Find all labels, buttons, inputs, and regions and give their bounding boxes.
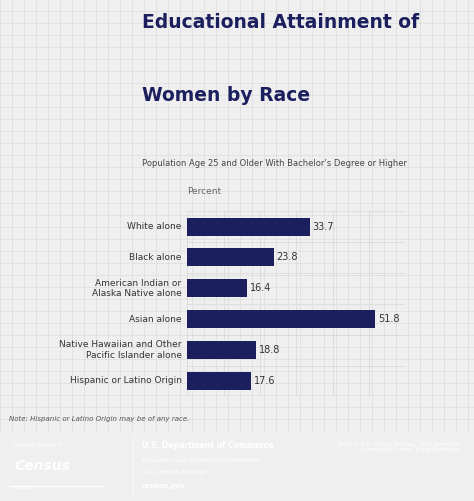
Text: Asian alone: Asian alone bbox=[129, 315, 182, 324]
Bar bbox=[187, 341, 255, 359]
Bar bbox=[187, 310, 375, 328]
Text: U.S. CENSUS BUREAU: U.S. CENSUS BUREAU bbox=[142, 470, 206, 475]
Bar bbox=[187, 248, 273, 267]
Text: 33.7: 33.7 bbox=[313, 221, 334, 231]
Text: Population Age 25 and Older With Bachelor’s Degree or Higher: Population Age 25 and Older With Bachelo… bbox=[142, 159, 407, 168]
Text: Educational Attainment of: Educational Attainment of bbox=[142, 13, 419, 32]
Text: 23.8: 23.8 bbox=[277, 253, 298, 263]
Text: White alone: White alone bbox=[127, 222, 182, 231]
Text: Women by Race: Women by Race bbox=[142, 86, 310, 105]
Text: Note: Hispanic or Latino Origin may be of any race.: Note: Hispanic or Latino Origin may be o… bbox=[9, 416, 190, 422]
Text: Black alone: Black alone bbox=[129, 253, 182, 262]
Text: Hispanic or Latino Origin: Hispanic or Latino Origin bbox=[70, 376, 182, 385]
Bar bbox=[187, 280, 247, 297]
Text: Source: U.S. Census Bureau, 2017 American
Community Survey 1-Year Estimates: Source: U.S. Census Bureau, 2017 America… bbox=[337, 441, 460, 452]
Text: 51.8: 51.8 bbox=[378, 314, 400, 324]
Text: Native Hawaiian and Other
Pacific Islander alone: Native Hawaiian and Other Pacific Island… bbox=[59, 340, 182, 360]
Text: census.gov: census.gov bbox=[142, 483, 186, 489]
Text: Percent: Percent bbox=[187, 187, 221, 196]
Text: United States®: United States® bbox=[14, 443, 63, 448]
Text: American Indian or
Alaska Native alone: American Indian or Alaska Native alone bbox=[92, 279, 182, 298]
Text: Bureau: Bureau bbox=[14, 485, 36, 490]
Text: Census: Census bbox=[14, 459, 70, 473]
Text: Economics and Statistics Administration: Economics and Statistics Administration bbox=[142, 457, 260, 462]
Text: 16.4: 16.4 bbox=[250, 284, 271, 293]
Text: 17.6: 17.6 bbox=[254, 376, 275, 386]
Bar bbox=[187, 372, 251, 390]
Text: 18.8: 18.8 bbox=[258, 345, 280, 355]
Text: U.S. Department of Commerce: U.S. Department of Commerce bbox=[142, 441, 274, 450]
Bar bbox=[187, 217, 310, 235]
